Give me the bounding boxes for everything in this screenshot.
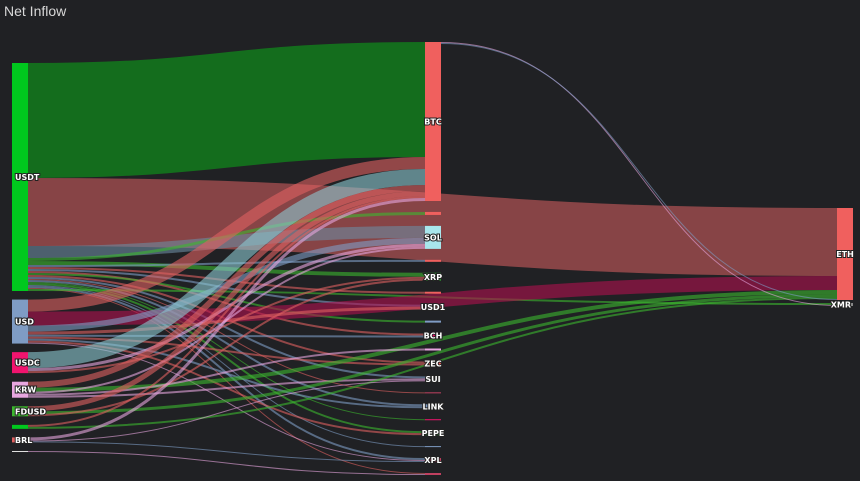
link-usdt-to-btc[interactable]	[27, 42, 426, 178]
link-usdt-to-sol[interactable]	[27, 225, 426, 258]
node-pepe[interactable]	[425, 431, 441, 436]
node-label: SOL	[424, 233, 442, 242]
link-fdusd-to-xrp[interactable]	[27, 278, 426, 417]
node-xrp[interactable]	[425, 272, 441, 281]
node-krw[interactable]	[12, 381, 28, 398]
link-btc-to-xmr[interactable]	[440, 42, 838, 306]
node-brl[interactable]	[12, 437, 28, 443]
node-link[interactable]	[425, 404, 441, 409]
node-unlabeled-m9[interactable]	[425, 473, 441, 475]
node-unlabeled-m8[interactable]	[425, 446, 441, 448]
link-usdc-to-xrp[interactable]	[27, 276, 426, 374]
link-brl-to-btc[interactable]	[27, 198, 426, 441]
link-usdc-to-sol[interactable]	[27, 243, 426, 372]
node-usdt[interactable]	[12, 63, 28, 291]
node-label: BCH	[424, 332, 443, 341]
node-eth[interactable]	[837, 208, 853, 300]
node-sui[interactable]	[425, 376, 441, 382]
node-unlabeled-m2[interactable]	[425, 259, 441, 262]
node-xmr[interactable]	[837, 303, 853, 306]
nodes-layer: USDT USD USDC KRW FDUSD BRL BTC SOL XRP USD1 BCH ZE…	[12, 42, 855, 475]
node-sol[interactable]	[425, 225, 441, 249]
link-krw-to-eth[interactable]	[27, 290, 838, 392]
node-unlabeled-m1[interactable]	[425, 211, 441, 215]
link-w1-to-m9[interactable]	[27, 451, 426, 475]
node-label: PEPE	[422, 429, 445, 438]
node-btc[interactable]	[425, 42, 441, 201]
link-brl-to-xpl[interactable]	[27, 441, 426, 463]
node-label: XRP	[424, 273, 442, 282]
link-usd-to-zec[interactable]	[27, 336, 426, 366]
link-usdt-to-link[interactable]	[27, 280, 426, 407]
node-unlabeled-g1[interactable]	[12, 424, 28, 429]
node-label: USD	[15, 318, 34, 327]
node-unlabeled-m6[interactable]	[425, 392, 441, 394]
link-usdt-to-m3[interactable]	[27, 267, 426, 294]
node-unlabeled-w1[interactable]	[12, 451, 28, 452]
node-usd[interactable]	[12, 299, 28, 344]
node-unlabeled-m3[interactable]	[425, 291, 441, 294]
node-label: KRW	[15, 386, 36, 395]
node-usdc[interactable]	[12, 352, 28, 374]
node-label: USDT	[15, 173, 40, 182]
node-unlabeled-m4[interactable]	[425, 320, 441, 323]
node-label: USDC	[15, 359, 40, 368]
link-fdusd-to-btc[interactable]	[27, 191, 426, 412]
node-label: SUI	[425, 375, 440, 384]
node-usd1[interactable]	[425, 304, 441, 310]
node-fdusd[interactable]	[12, 406, 28, 417]
link-g1-to-btc[interactable]	[27, 196, 426, 427]
node-label: BTC	[424, 118, 442, 127]
node-label: BRL	[15, 436, 32, 445]
link-fdusd-to-eth[interactable]	[27, 294, 838, 415]
node-bch[interactable]	[425, 333, 441, 338]
link-usd-to-btc[interactable]	[27, 157, 426, 312]
link-krw-to-btc[interactable]	[27, 185, 426, 388]
node-label: XPL	[424, 456, 441, 465]
link-krw-to-m5[interactable]	[27, 348, 426, 396]
node-label: USD1	[421, 303, 446, 312]
node-label: FDUSD	[15, 407, 46, 416]
node-unlabeled-m7[interactable]	[425, 419, 441, 421]
node-label: ZEC	[424, 359, 441, 368]
link-brl-to-sui[interactable]	[27, 380, 426, 442]
chart-title: Net Inflow	[4, 3, 67, 19]
link-usdc-to-btc[interactable]	[27, 169, 426, 369]
node-label: LINK	[423, 402, 445, 411]
node-unlabeled-m5[interactable]	[425, 348, 441, 351]
link-usdt-to-sui[interactable]	[27, 277, 426, 379]
node-label: ETH	[836, 250, 854, 259]
node-label: XMR	[831, 301, 851, 310]
node-xpl[interactable]	[425, 458, 441, 463]
node-zec[interactable]	[425, 361, 441, 366]
link-usd-to-bch[interactable]	[27, 334, 426, 338]
link-btc-to-eth[interactable]	[440, 43, 838, 300]
